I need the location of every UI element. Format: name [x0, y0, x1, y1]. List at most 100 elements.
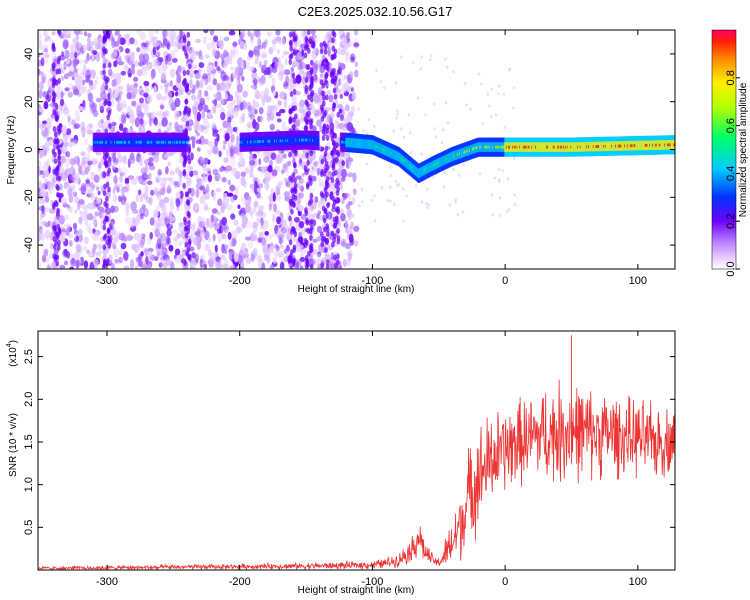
heatmap-cell	[290, 66, 294, 73]
heatmap-cell	[119, 37, 126, 45]
heatmap-streak	[306, 64, 311, 71]
heatmap-cell	[239, 266, 245, 269]
heatmap-cell	[225, 148, 230, 157]
heatmap-cell	[189, 223, 196, 229]
snr-frame	[37, 330, 676, 571]
x-tick-label: -200	[229, 275, 251, 287]
heatmap-cell	[161, 63, 168, 71]
heatmap-cell	[279, 244, 284, 249]
heatmap-cell	[203, 157, 209, 165]
heatmap-streak	[292, 78, 297, 85]
heatmap-streak	[320, 168, 324, 175]
heatmap-streak	[55, 166, 60, 173]
colorbar: 0.00.20.40.60.8 Normalized spectral ampl…	[711, 29, 749, 277]
heatmap-cell	[157, 168, 162, 176]
snr-y-ticks: 0.51.01.52.02.5	[23, 349, 675, 535]
heatmap-cell	[38, 119, 42, 129]
heatmap-cell	[47, 265, 52, 269]
heatmap-cell	[292, 237, 298, 242]
heatmap-cell	[47, 220, 51, 226]
heatmap-cell	[337, 47, 342, 56]
heatmap-streak	[56, 207, 60, 214]
heatmap-cell	[201, 139, 206, 145]
y-tick-label: -40	[23, 237, 35, 253]
heatmap-cell	[282, 222, 288, 230]
heatmap-cell	[402, 135, 406, 140]
chart-title: C2E3.2025.032.10.56.G17	[298, 4, 453, 19]
heatmap-cell	[224, 132, 230, 142]
heatmap-cell	[161, 222, 166, 227]
heatmap-streak	[323, 226, 327, 233]
heatmap-cell	[38, 225, 43, 235]
heatmap-cell	[282, 51, 290, 56]
heatmap-cell	[72, 37, 78, 44]
heatmap-cell	[166, 126, 170, 134]
heatmap-streak	[309, 123, 313, 130]
heatmap-cell	[266, 31, 272, 37]
heatmap-streak	[55, 234, 59, 241]
heatmap-streak	[322, 217, 327, 224]
colorbar-gradient	[711, 29, 737, 270]
heatmap-cell	[116, 151, 121, 158]
heatmap-cell	[240, 171, 247, 177]
heatmap-cell	[295, 261, 300, 269]
heatmap-cell	[282, 153, 287, 159]
heatmap-streak	[108, 100, 112, 107]
heatmap-streak	[336, 186, 340, 193]
heatmap-cell	[214, 244, 218, 253]
heatmap-cell	[401, 187, 405, 191]
heatmap-cell	[140, 167, 147, 175]
heatmap-cell	[513, 193, 516, 197]
heatmap-cell	[59, 155, 66, 164]
heatmap-cell	[221, 63, 227, 69]
heatmap-cell	[294, 60, 299, 67]
heatmap-cell	[199, 185, 205, 191]
heatmap-streak	[305, 217, 309, 224]
heatmap-cell	[130, 63, 135, 70]
heatmap-streak	[308, 85, 312, 92]
heatmap-streak	[330, 128, 334, 135]
heatmap-cell	[235, 126, 239, 135]
heatmap-cell	[99, 84, 105, 94]
heatmap-cell	[67, 114, 71, 122]
heatmap-cell	[224, 89, 230, 94]
heatmap-cell	[313, 94, 321, 104]
heatmap-cell	[88, 223, 92, 233]
heatmap-cell	[272, 257, 277, 264]
heatmap-streak	[307, 94, 311, 101]
heatmap-cell	[191, 252, 196, 259]
heatmap-cell	[236, 226, 243, 234]
svg-text:(x104): (x104)	[6, 340, 19, 367]
heatmap-cell	[216, 85, 222, 95]
heatmap-streak	[308, 228, 313, 235]
heatmap-cell	[283, 177, 289, 183]
heatmap-cell	[298, 47, 302, 53]
heatmap-cell	[241, 76, 245, 82]
heatmap-streak	[319, 190, 324, 197]
heatmap-streak	[182, 78, 187, 85]
heatmap-cell	[224, 83, 232, 90]
heatmap-cell	[110, 205, 115, 214]
heatmap-cell	[126, 82, 130, 93]
heatmap-cell	[316, 119, 322, 127]
y-tick-label: 40	[23, 48, 35, 60]
heatmap-cell	[44, 53, 50, 58]
heatmap-cell	[139, 157, 143, 167]
heatmap-streak	[306, 160, 310, 167]
heatmap-cell	[318, 181, 326, 188]
heatmap-cell	[221, 233, 227, 240]
heatmap-cell	[299, 62, 306, 70]
heatmap-cell	[262, 42, 267, 50]
heatmap-cell	[212, 233, 216, 242]
heatmap-cell	[227, 110, 234, 116]
heatmap-cell	[339, 114, 344, 121]
heatmap-cell	[264, 87, 270, 97]
heatmap-cell	[249, 36, 255, 45]
heatmap-cell	[100, 90, 107, 101]
heatmap-cell	[285, 75, 290, 86]
heatmap-streak	[52, 109, 56, 116]
heatmap-cell	[334, 120, 340, 129]
heatmap-cell	[189, 170, 194, 177]
heatmap-streak	[309, 263, 314, 269]
